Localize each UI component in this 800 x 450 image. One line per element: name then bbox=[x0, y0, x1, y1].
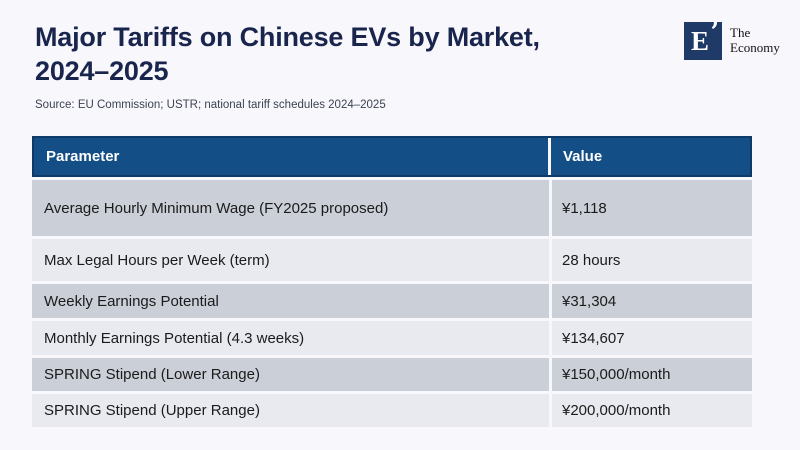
parameter-cell: Average Hourly Minimum Wage (FY2025 prop… bbox=[32, 180, 549, 236]
logo-quote-mark-icon: ’ bbox=[710, 17, 719, 46]
parameter-cell: Max Legal Hours per Week (term) bbox=[32, 239, 549, 281]
page-title-line2: 2024–2025 bbox=[35, 56, 169, 86]
page-title: Major Tariffs on Chinese EVs by Market, … bbox=[35, 20, 540, 88]
value-cell: 28 hours bbox=[552, 239, 752, 281]
column-header-parameter: Parameter bbox=[34, 138, 548, 175]
logo-wordmark-line1: The bbox=[730, 25, 751, 40]
logo-monogram-icon: E ’ bbox=[684, 17, 722, 60]
value-cell: ¥134,607 bbox=[552, 321, 752, 355]
column-header-value: Value bbox=[551, 138, 750, 175]
source-note: Source: EU Commission; USTR; national ta… bbox=[35, 99, 386, 111]
parameter-cell: SPRING Stipend (Lower Range) bbox=[32, 358, 549, 391]
logo-letter: E bbox=[690, 25, 709, 56]
table-body: Average Hourly Minimum Wage (FY2025 prop… bbox=[32, 180, 752, 427]
parameter-cell: Monthly Earnings Potential (4.3 weeks) bbox=[32, 321, 549, 355]
data-table: Parameter Value Average Hourly Minimum W… bbox=[32, 136, 752, 427]
value-cell: ¥1,118 bbox=[552, 180, 752, 236]
value-cell: ¥200,000/month bbox=[552, 394, 752, 427]
page-title-line1: Major Tariffs on Chinese EVs by Market, bbox=[35, 22, 540, 52]
value-cell: ¥150,000/month bbox=[552, 358, 752, 391]
the-economy-logo: E ’ The Economy bbox=[684, 17, 780, 60]
parameter-cell: Weekly Earnings Potential bbox=[32, 284, 549, 318]
value-cell: ¥31,304 bbox=[552, 284, 752, 318]
parameter-cell: SPRING Stipend (Upper Range) bbox=[32, 394, 549, 427]
logo-wordmark: The Economy bbox=[730, 22, 780, 55]
table-header-row: Parameter Value bbox=[32, 136, 752, 177]
logo-wordmark-line2: Economy bbox=[730, 39, 780, 55]
